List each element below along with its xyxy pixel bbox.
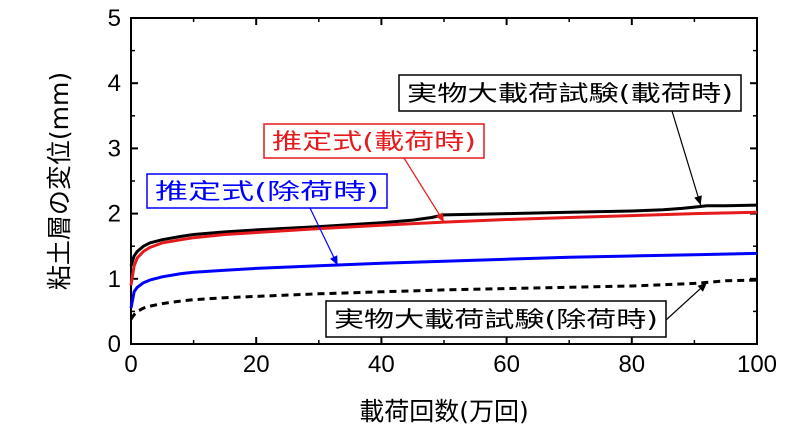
x-tick-label: 0 (124, 351, 137, 378)
callout-arrowhead (330, 255, 338, 266)
callout-arrowhead (697, 282, 707, 292)
callout-arrowhead (694, 195, 702, 206)
callout-group: 実物大載荷試験(載荷時) 推定式(載荷時) 推定式(除荷時) 実物大載荷試験(除荷時) (146, 74, 742, 338)
y-tick-label: 2 (108, 201, 121, 228)
callout-arrowhead (435, 212, 444, 223)
x-tick-label: 20 (243, 351, 270, 378)
callout-box (398, 74, 742, 112)
x-tick-label: 80 (618, 351, 645, 378)
x-tick-label: 60 (493, 351, 520, 378)
y-tick-label: 3 (108, 135, 121, 162)
callout-box (146, 173, 388, 209)
callout-box (325, 300, 667, 338)
callout-label: 推定式(載荷時) (272, 130, 476, 155)
y-axis-label: 粘土層の変位(mm) (45, 72, 74, 290)
y-tick-label: 1 (108, 266, 121, 293)
callout-label: 推定式(除荷時) (155, 180, 379, 205)
callout-box (263, 123, 485, 159)
series-line-1 (129, 203, 758, 267)
callout-leader (309, 207, 339, 266)
series-group (129, 203, 758, 321)
series-line-3 (129, 251, 758, 309)
y-tick-label: 4 (108, 70, 121, 97)
x-axis-label: 載荷回数(万回) (359, 397, 529, 426)
tick-labels: 0 20 40 60 80 100 0 1 2 3 4 5 (108, 5, 777, 378)
x-tick-label: 40 (368, 351, 395, 378)
callout-label: 実物大載荷試験(載荷時) (407, 82, 733, 107)
y-tick-label: 0 (108, 331, 121, 358)
y-tick-label: 5 (108, 5, 121, 32)
callout-leader (671, 110, 702, 206)
x-tick-label: 100 (737, 351, 777, 378)
callout-leader (403, 157, 445, 223)
callout-leader (665, 282, 708, 321)
series-line-2 (129, 210, 758, 286)
series-line-4 (129, 278, 758, 321)
callout-label: 実物大載荷試験(除荷時) (334, 308, 658, 333)
axis-ticks (130, 17, 758, 345)
